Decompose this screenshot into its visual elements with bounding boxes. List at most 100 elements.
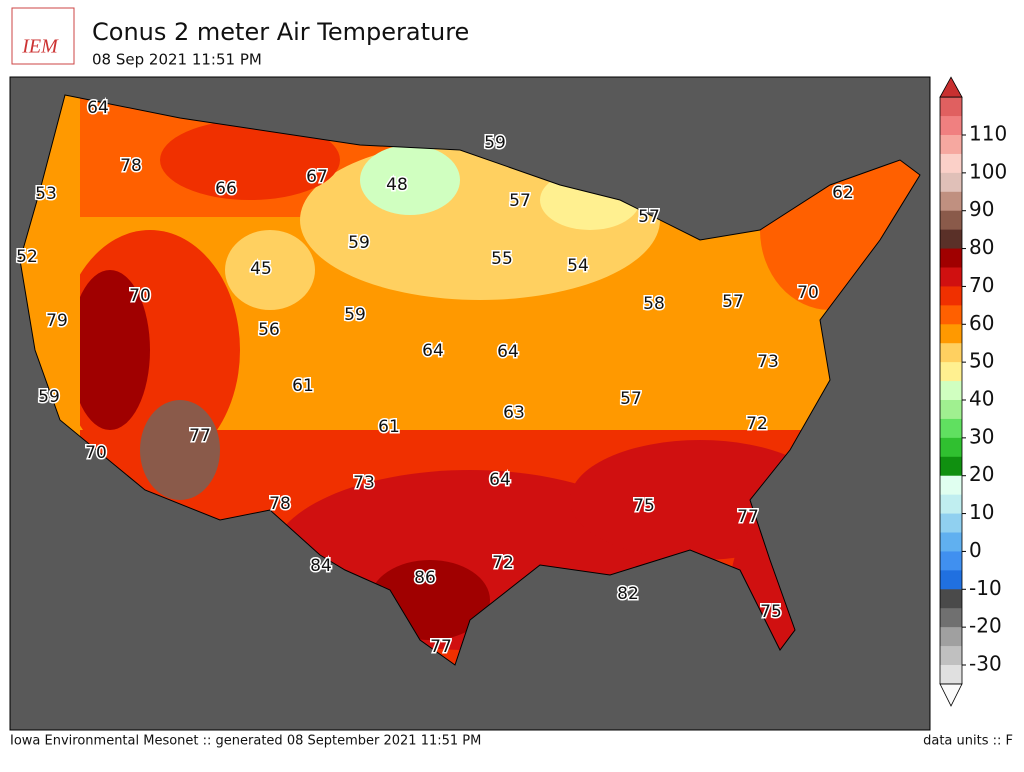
station-value: 48 [386,175,408,195]
station-value: 57 [638,207,660,227]
station-value: 45 [250,259,272,279]
colorbar-segment [940,646,962,666]
station-value: 79 [46,311,68,331]
station-value: 72 [492,553,514,573]
colorbar-tick-label: -30 [969,652,1002,676]
station-value: 72 [746,414,768,434]
station-value: 78 [120,156,142,176]
station-value: 77 [189,426,211,446]
station-value: 66 [215,179,237,199]
colorbar-segment [940,153,962,174]
station-value: 84 [310,556,332,576]
field-band [70,270,150,430]
station-value: 57 [509,191,531,211]
station-labels: 64 78 53 52 66 67 48 59 57 57 62 45 59 55 54 70 79 56 59 64… [15,97,856,659]
colorbar-segment [940,551,962,571]
station-value: 73 [353,473,375,493]
station-value: 73 [757,352,779,372]
colorbar-segment [940,589,962,609]
colorbar-segment [940,343,962,363]
colorbar-segment [940,97,962,117]
colorbar-outline [939,96,963,685]
station-value: 78 [269,494,291,514]
colorbar-tick-label: 80 [969,235,994,259]
colorbar-tick-label: 70 [969,273,994,297]
station-value: 64 [489,470,511,490]
station-value: 86 [414,568,436,588]
colorbar-segment [940,437,962,458]
station-value: 70 [797,283,819,303]
colorbar-bottom-arrow [939,683,963,707]
colorbar-tick-label: 110 [969,122,1007,146]
station-value: 75 [633,496,655,516]
station-value: 59 [348,233,370,253]
station-value: 77 [737,507,759,527]
colorbar-segment [940,324,962,344]
station-value: 70 [85,443,107,463]
station-value: 53 [35,184,57,204]
colorbar-segment [940,627,962,647]
colorbar-tick-label: -10 [969,576,1002,600]
station-value: 59 [344,305,366,325]
subtitle: 08 Sep 2021 11:51 PM [92,51,262,69]
station-value: 58 [643,294,665,314]
colorbar-tick-label: 30 [969,424,994,448]
colorbar-tick-label: -20 [969,614,1002,638]
colorbar-segment [940,608,962,628]
colorbar-segment [940,362,962,382]
field-band [160,120,340,200]
colorbar-tick-label: 40 [969,387,994,411]
station-value: 56 [258,320,280,340]
coastline [19,94,921,666]
colorbar-segment [940,135,962,155]
field-band [360,145,460,215]
logo-text: IEM [21,36,59,58]
colorbar-segment [940,267,962,287]
station-value: 75 [760,602,782,622]
colorbar-tick-label: 50 [969,349,994,373]
station-value: 59 [38,387,60,407]
colorbar-tick-label: 20 [969,462,994,486]
colorbar-segment [940,418,962,439]
colorbar-segment [940,475,962,496]
station-value: 57 [620,389,642,409]
colorbar-top-arrow [939,76,963,98]
footer-left: Iowa Environmental Mesonet :: generated … [10,734,481,749]
station-value: 67 [306,167,328,187]
station-value: 64 [422,341,444,361]
station-value: 61 [378,417,400,437]
title: Conus 2 meter Air Temperature [92,18,469,46]
station-value: 52 [16,247,38,267]
field-band [225,230,315,310]
colorbar-tick-label: 90 [969,197,994,221]
colorbar-segment [940,513,962,533]
colorbar-segment [940,286,962,306]
colorbar-segment [940,665,962,685]
station-value: 57 [722,292,744,312]
colorbar-segment [940,381,962,401]
station-value: 70 [129,286,151,306]
colorbar-tick-label: 10 [969,500,994,524]
station-value: 62 [832,183,854,203]
colorbar-segment [940,229,962,250]
colorbar-segment [940,532,962,552]
footer-right: data units :: F [923,734,1013,749]
colorbar-segment [940,191,962,212]
station-value: 54 [567,256,589,276]
colorbar-segment [940,210,962,231]
station-value: 64 [497,342,519,362]
colorbar-segment [940,494,962,515]
station-value: 61 [292,376,314,396]
colorbar-segment [940,400,962,420]
station-value: 63 [503,403,525,423]
colorbar-tick-label: 0 [969,538,982,562]
colorbar-tick-label: 60 [969,311,994,335]
colorbar-segment [940,248,962,268]
logo-box [11,7,75,65]
station-value: 64 [87,98,109,118]
logo: IEM [11,7,75,65]
colorbar-segment [940,305,962,325]
station-value: 55 [491,249,513,269]
